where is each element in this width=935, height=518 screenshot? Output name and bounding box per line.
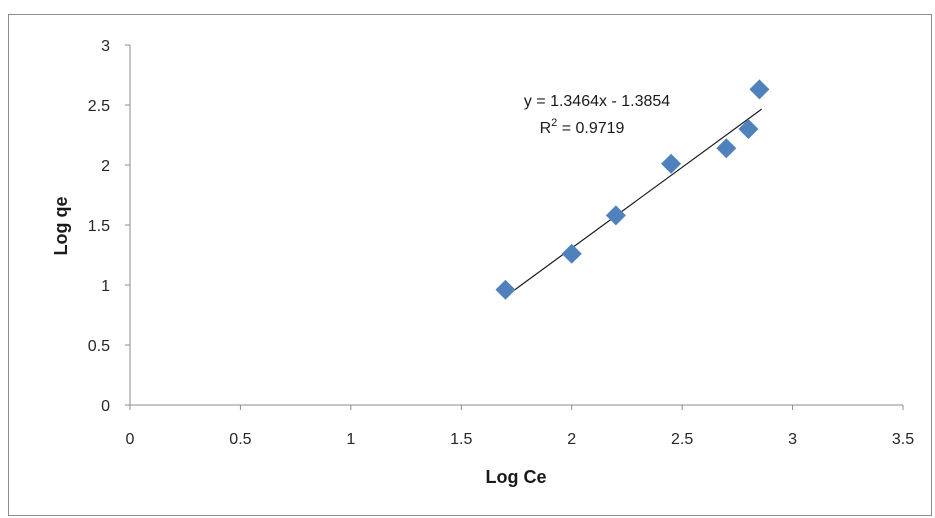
x-tick-label: 0 <box>126 431 135 448</box>
data-point <box>749 79 770 100</box>
r-squared-label: R2 = 0.9719 <box>540 117 625 137</box>
x-tick-label: 2 <box>567 431 576 448</box>
y-tick-label: 3 <box>101 38 110 55</box>
x-tick-label: 3 <box>788 431 797 448</box>
data-point <box>738 119 759 139</box>
data-points <box>495 79 770 300</box>
y-axis-title: Log qe <box>51 197 71 256</box>
y-tick-label: 0.5 <box>88 338 110 355</box>
x-axis: 0 0.5 1 1.5 2 2.5 3 3.5 <box>126 404 914 448</box>
chart-frame <box>8 14 932 516</box>
data-point <box>495 279 516 300</box>
y-tick-label: 1 <box>101 278 110 295</box>
x-tick-label: 1.5 <box>450 431 472 448</box>
x-tick-label: 1 <box>346 431 355 448</box>
y-axis: 0 0.5 1 1.5 2 2.5 3 <box>88 38 131 415</box>
data-point <box>661 153 682 174</box>
y-tick-label: 2 <box>101 158 110 175</box>
x-tick-label: 3.5 <box>892 431 914 448</box>
x-tick-label: 2.5 <box>671 431 693 448</box>
x-axis-title: Log Ce <box>486 467 547 487</box>
trendline <box>511 108 763 293</box>
y-tick-label: 1.5 <box>88 218 110 235</box>
y-tick-label: 0 <box>101 398 110 415</box>
x-tick-label: 0.5 <box>229 431 251 448</box>
data-point <box>605 205 626 226</box>
y-tick-label: 2.5 <box>88 98 110 115</box>
data-point <box>561 243 582 264</box>
trendline-group <box>511 108 763 293</box>
data-point <box>716 138 737 159</box>
trendline-equation: y = 1.3464x - 1.3854 <box>524 93 670 110</box>
